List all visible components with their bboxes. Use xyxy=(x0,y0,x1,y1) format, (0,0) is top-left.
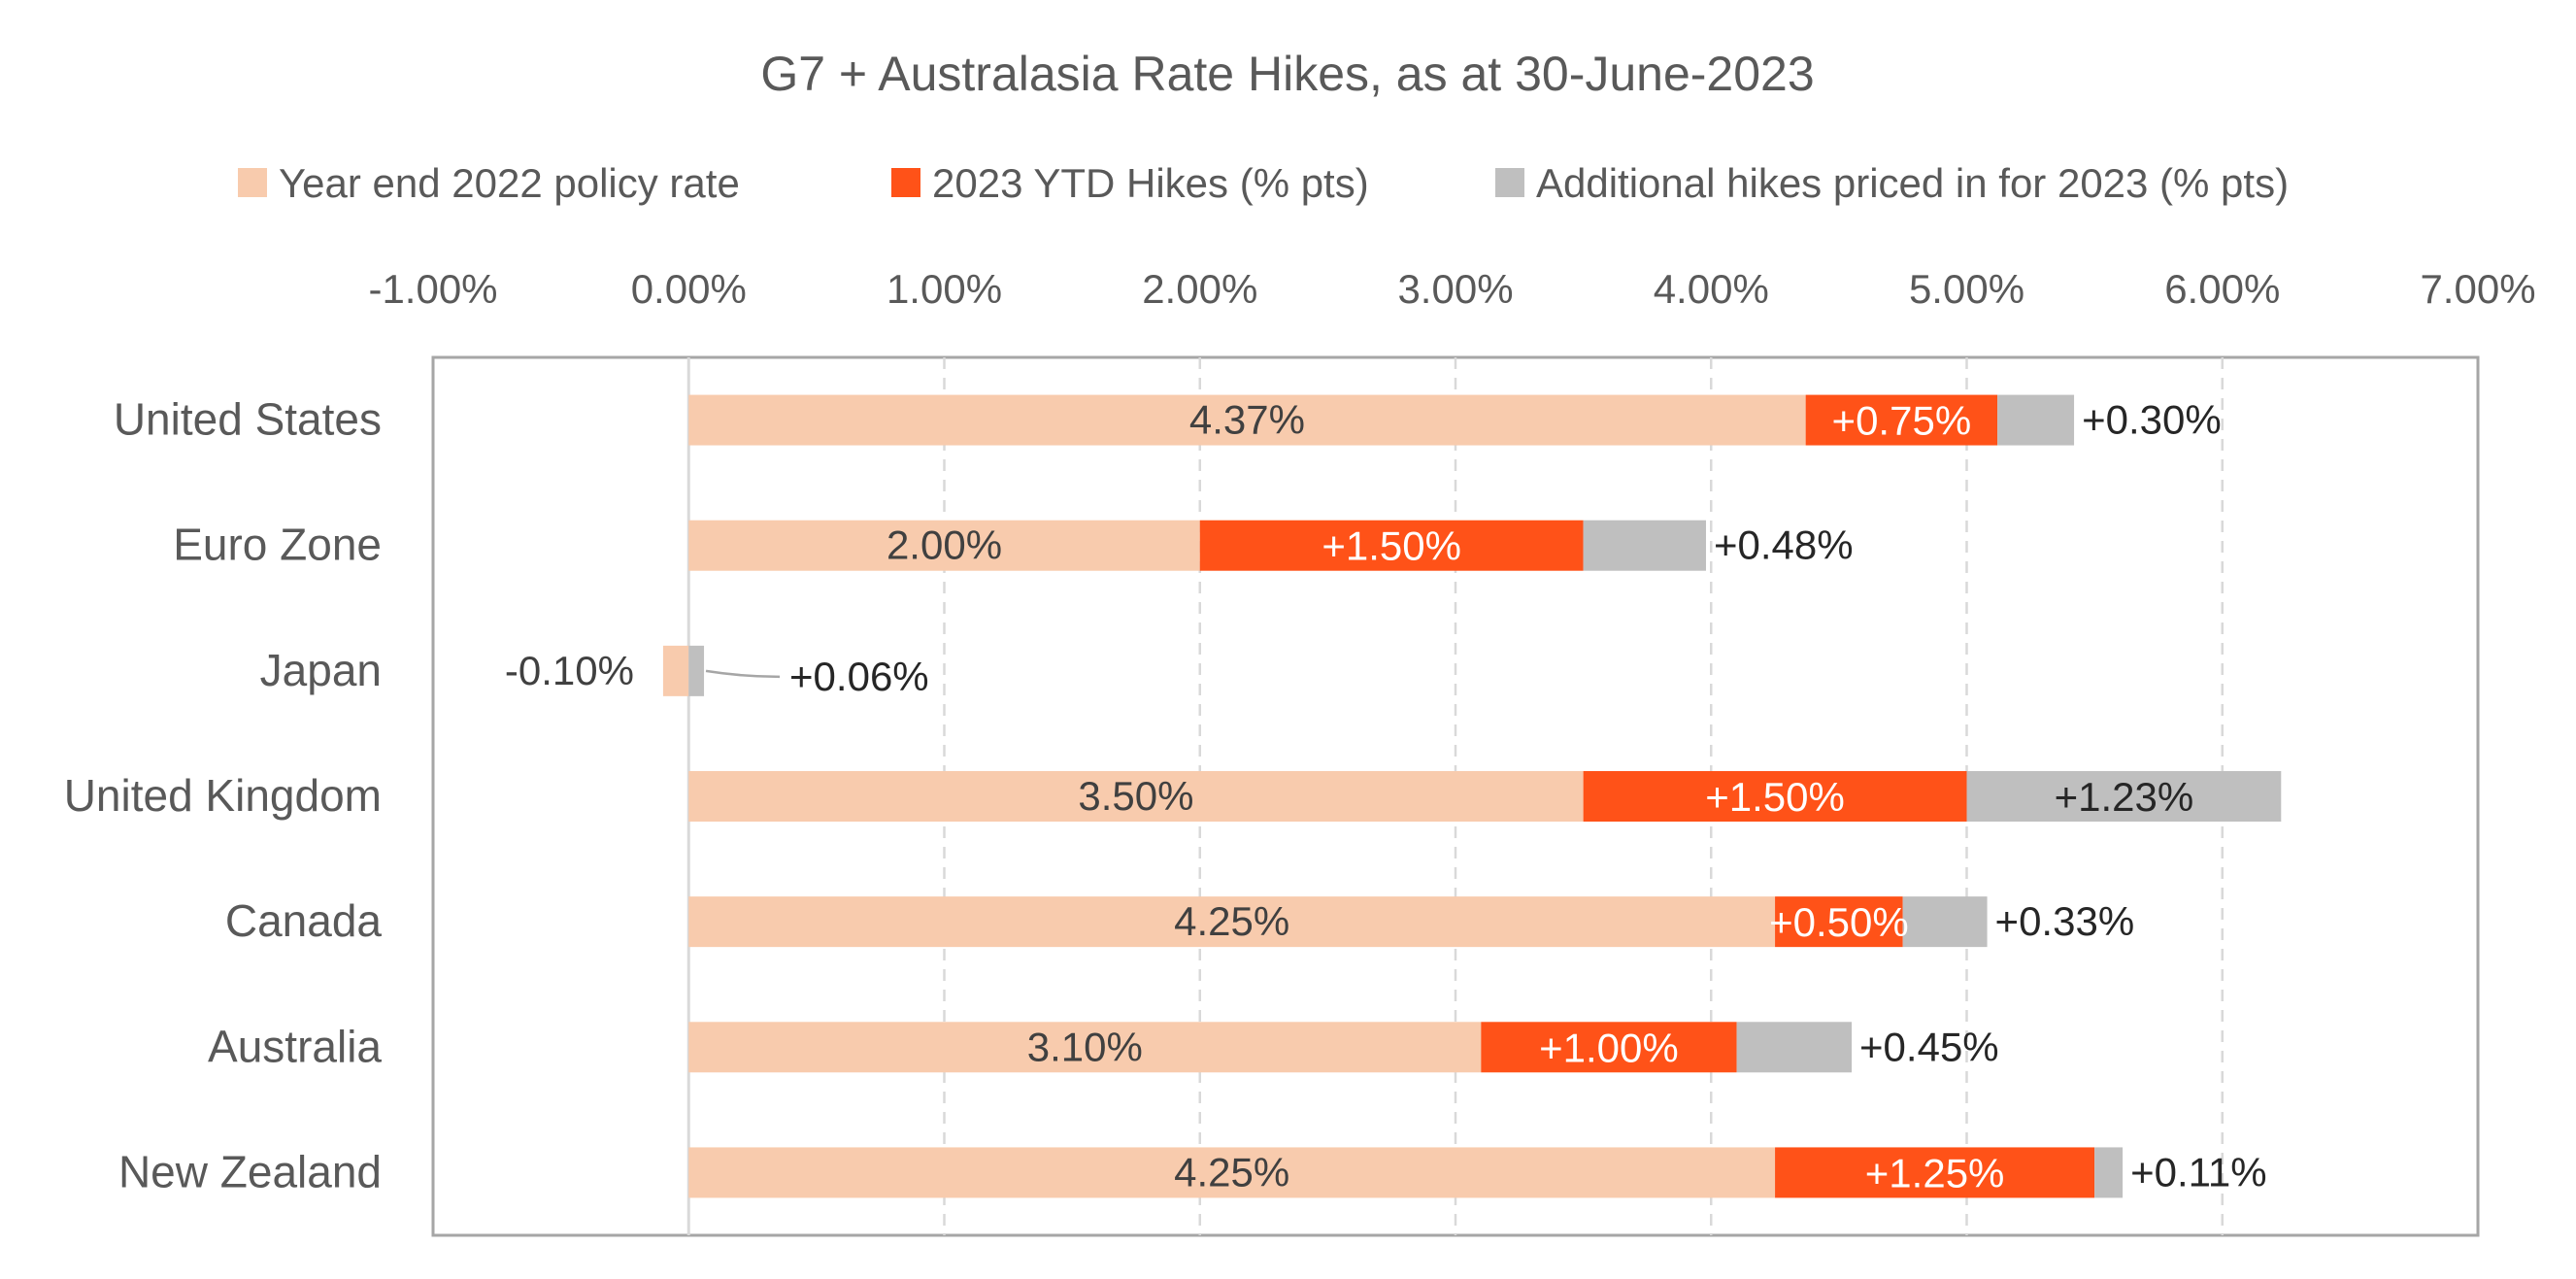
data-label: +1.00% xyxy=(1539,1025,1679,1070)
data-label: +1.25% xyxy=(1865,1150,2005,1195)
bar-segment xyxy=(1966,771,2282,822)
x-tick-label: 0.00% xyxy=(631,266,747,312)
legend-swatch xyxy=(238,168,267,197)
bar-segment xyxy=(1997,394,2075,446)
x-tick-label: 3.00% xyxy=(1397,266,1513,312)
bar-segment xyxy=(1481,1022,1737,1073)
data-label: +0.06% xyxy=(789,654,929,699)
legend-label: Additional hikes priced in for 2023 (% p… xyxy=(1536,160,2289,206)
x-tick-label: 5.00% xyxy=(1909,266,2024,312)
bar-segment xyxy=(688,394,1806,446)
category-label: United States xyxy=(114,394,382,445)
legend-label: 2023 YTD Hikes (% pts) xyxy=(932,160,1369,206)
category-labels: United States Euro Zone Japan United Kingdo… xyxy=(64,394,383,1197)
x-axis: -1.00% 0.00% 1.00% 2.00% 3.00% 4.00% 5.00% 6.00… xyxy=(368,266,2535,312)
data-label: 3.10% xyxy=(1027,1024,1143,1069)
bar-segment xyxy=(1775,1147,2095,1198)
bar-segment xyxy=(1805,394,1998,446)
bar-segment xyxy=(688,520,1200,571)
bar-segment xyxy=(1583,771,1967,822)
data-label: 4.25% xyxy=(1174,898,1289,944)
data-label: +1.23% xyxy=(2055,774,2194,820)
category-label: Australia xyxy=(208,1021,382,1071)
chart-title: G7 + Australasia Rate Hikes, as at 30-Ju… xyxy=(760,47,1814,101)
bar-segment xyxy=(688,896,1776,948)
x-tick-label: 6.00% xyxy=(2164,266,2280,312)
data-label: +1.50% xyxy=(1705,774,1845,820)
data-label: 4.25% xyxy=(1174,1149,1289,1195)
data-label: +0.33% xyxy=(1995,898,2135,944)
data-label: +1.50% xyxy=(1321,523,1461,569)
category-label: New Zealand xyxy=(118,1146,382,1196)
data-label: +0.48% xyxy=(1714,522,1854,568)
data-labels: 4.37% +0.75% +0.30% 2.00% +1.50% +0.48% -0.10%… xyxy=(505,397,2267,1196)
bar-segment xyxy=(662,645,689,696)
bar-segment xyxy=(688,1147,1776,1198)
data-label: +0.45% xyxy=(1859,1024,1999,1069)
data-label: +0.30% xyxy=(2082,397,2222,443)
category-label: Euro Zone xyxy=(173,520,382,570)
data-label: 2.00% xyxy=(887,522,1002,568)
bars xyxy=(662,394,2282,1198)
bar-segment xyxy=(688,645,705,696)
bar-segment xyxy=(688,1022,1482,1073)
bar-segment xyxy=(1583,520,1706,571)
bar-segment xyxy=(1902,896,1988,948)
x-tick-label: 1.00% xyxy=(887,266,1002,312)
legend: Year end 2022 policy rate 2023 YTD Hikes … xyxy=(238,160,2289,206)
category-label: United Kingdom xyxy=(64,770,382,821)
x-tick-label: 4.00% xyxy=(1654,266,1769,312)
x-tick-label: 2.00% xyxy=(1142,266,1257,312)
data-label: 4.37% xyxy=(1189,397,1305,443)
category-label: Canada xyxy=(225,895,383,946)
legend-swatch xyxy=(1495,168,1524,197)
bar-segment xyxy=(2094,1147,2124,1198)
data-label: +0.11% xyxy=(2130,1149,2267,1195)
x-tick-label: 7.00% xyxy=(2420,266,2535,312)
bar-segment xyxy=(1736,1022,1853,1073)
bar-segment xyxy=(688,771,1584,822)
data-label: -0.10% xyxy=(505,648,634,693)
legend-swatch xyxy=(891,168,920,197)
data-label: +0.50% xyxy=(1769,899,1909,945)
data-label: +0.75% xyxy=(1832,398,1972,444)
bar-segment xyxy=(1199,520,1584,571)
category-label: Japan xyxy=(260,645,382,695)
leader-line xyxy=(705,669,781,679)
x-tick-label: -1.00% xyxy=(368,266,497,312)
data-label: 3.50% xyxy=(1078,773,1193,819)
legend-label: Year end 2022 policy rate xyxy=(279,160,740,206)
bar-segment xyxy=(1775,896,1903,948)
